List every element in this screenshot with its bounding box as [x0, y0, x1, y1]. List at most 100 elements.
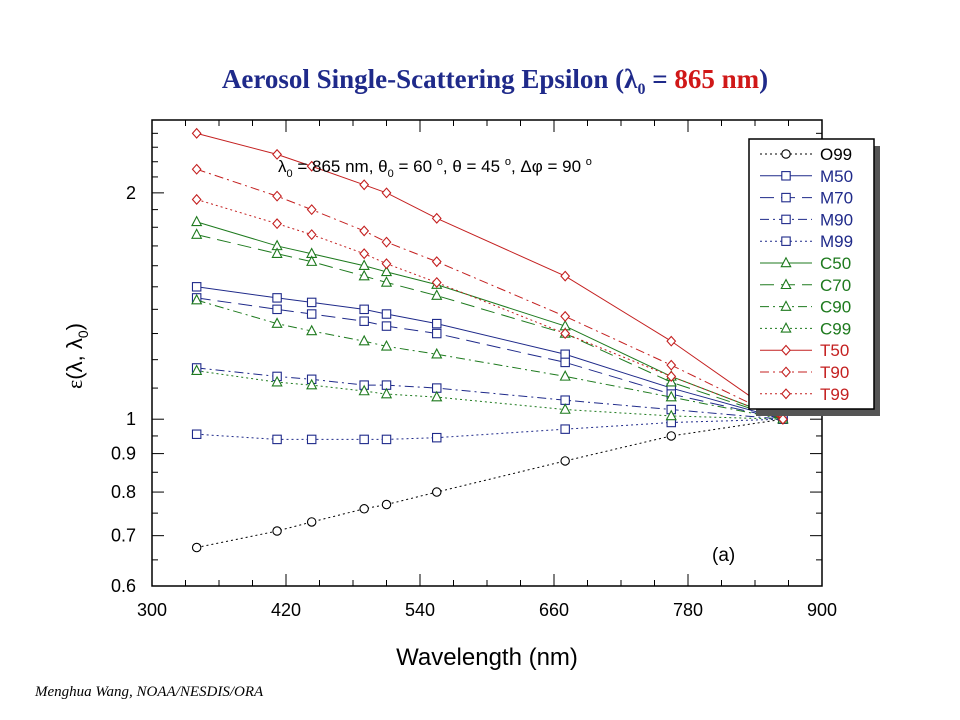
data-point-t90 [667, 360, 675, 369]
ylabel-sub: 0 [75, 330, 91, 338]
data-point-o99 [273, 527, 281, 535]
legend-label: T99 [820, 385, 849, 404]
data-point-m70 [360, 317, 368, 325]
data-point-t90 [433, 257, 441, 266]
chart-title: Aerosol Single-Scattering Epsilon (λ0 = … [222, 64, 768, 98]
series-m99 [192, 415, 787, 444]
series-line-m90 [197, 368, 783, 419]
y-tick-label: 2 [126, 183, 136, 203]
y-tick-label: 0.6 [111, 576, 136, 596]
data-point-m50 [433, 319, 441, 327]
title-eq: = [645, 64, 674, 94]
data-point-t50 [561, 271, 569, 280]
title-close: ) [759, 64, 768, 94]
data-point-c90 [432, 349, 441, 358]
panel-label: (a) [712, 545, 735, 566]
data-point-t90 [307, 205, 315, 214]
data-point-c90 [560, 371, 569, 380]
y-tick-label: 1 [126, 409, 136, 429]
legend-label: C90 [820, 298, 851, 317]
x-tick-label: 780 [673, 600, 703, 620]
svg-text:ε(λ, λ0): ε(λ, λ0) [62, 323, 91, 389]
data-point-c99 [382, 389, 391, 398]
data-point-o99 [360, 505, 368, 513]
data-point-m50 [561, 350, 569, 358]
data-point-t99 [360, 249, 368, 258]
data-point-m99 [360, 435, 368, 443]
data-point-c50 [192, 217, 201, 226]
legend-label: C99 [820, 319, 851, 338]
data-point-m70 [273, 305, 281, 313]
data-point-m99 [382, 435, 390, 443]
legend-label: M50 [820, 167, 853, 186]
title-prefix: Aerosol Single-Scattering Epsilon ( [222, 64, 624, 94]
data-point-o99 [382, 500, 390, 508]
data-point-t99 [382, 259, 390, 268]
data-point-t50 [192, 129, 200, 138]
y-tick-label: 0.7 [111, 526, 136, 546]
legend-label: O99 [820, 145, 852, 164]
series-line-c50 [197, 222, 783, 419]
legend-label: T90 [820, 363, 849, 382]
series-m70 [192, 294, 787, 424]
legend-marker [782, 237, 790, 245]
legend-marker [782, 172, 790, 180]
data-point-o99 [667, 432, 675, 440]
legend-label: C70 [820, 276, 851, 295]
data-point-m90 [561, 396, 569, 404]
credit-text: Menghua Wang, NOAA/NESDIS/ORA [34, 684, 264, 700]
data-point-m70 [382, 322, 390, 330]
data-point-t99 [192, 195, 200, 204]
data-point-m99 [192, 430, 200, 438]
series-line-t99 [197, 199, 783, 419]
ylabel-symbol: ε [62, 380, 87, 389]
legend-label: M70 [820, 189, 853, 208]
data-point-o99 [433, 488, 441, 496]
data-point-m70 [307, 310, 315, 318]
annot-part4: , Δφ = 90 [511, 157, 586, 176]
data-point-o99 [192, 543, 200, 551]
legend-marker [782, 215, 790, 223]
annot-part1: = 865 nm, [293, 157, 379, 176]
data-point-o99 [307, 518, 315, 526]
x-tick-label: 300 [137, 600, 167, 620]
title-value: 865 nm [674, 64, 759, 94]
data-point-m50 [273, 294, 281, 302]
data-point-m99 [433, 433, 441, 441]
data-point-t90 [192, 165, 200, 174]
legend-label: T50 [820, 341, 849, 360]
series-line-c90 [197, 300, 783, 419]
data-point-m99 [307, 435, 315, 443]
data-point-t50 [433, 214, 441, 223]
x-tick-label: 660 [539, 600, 569, 620]
series-line-m99 [197, 419, 783, 439]
title-lambda: λ [624, 64, 638, 94]
data-point-t90 [360, 226, 368, 235]
data-point-m50 [382, 310, 390, 318]
data-point-m50 [192, 283, 200, 291]
legend-box [749, 139, 874, 409]
data-point-t90 [561, 312, 569, 321]
data-point-c99 [432, 392, 441, 401]
data-point-c90 [359, 336, 368, 345]
title-sub: 0 [637, 81, 645, 98]
y-tick-label: 0.9 [111, 444, 136, 464]
series-line-c70 [197, 235, 783, 420]
legend-marker [782, 150, 790, 158]
conditions-annotation: λ0 = 865 nm, θ0 = 60 o, θ = 45 o, Δφ = 9… [278, 156, 592, 180]
annot-part2: = 60 [394, 157, 437, 176]
y-tick-label: 0.8 [111, 482, 136, 502]
x-tick-label: 540 [405, 600, 435, 620]
annot-part3: , θ = 45 [443, 157, 505, 176]
series-line-o99 [197, 419, 783, 547]
data-point-m70 [561, 358, 569, 366]
ylabel-close: ) [62, 323, 87, 330]
annot-theta: θ [378, 157, 387, 176]
data-point-t50 [360, 180, 368, 189]
data-point-t90 [382, 237, 390, 246]
data-point-m70 [433, 329, 441, 337]
data-point-m50 [307, 298, 315, 306]
data-point-m99 [273, 435, 281, 443]
chart: Aerosol Single-Scattering Epsilon (λ0 = … [0, 0, 960, 720]
legend-label: M90 [820, 210, 853, 229]
